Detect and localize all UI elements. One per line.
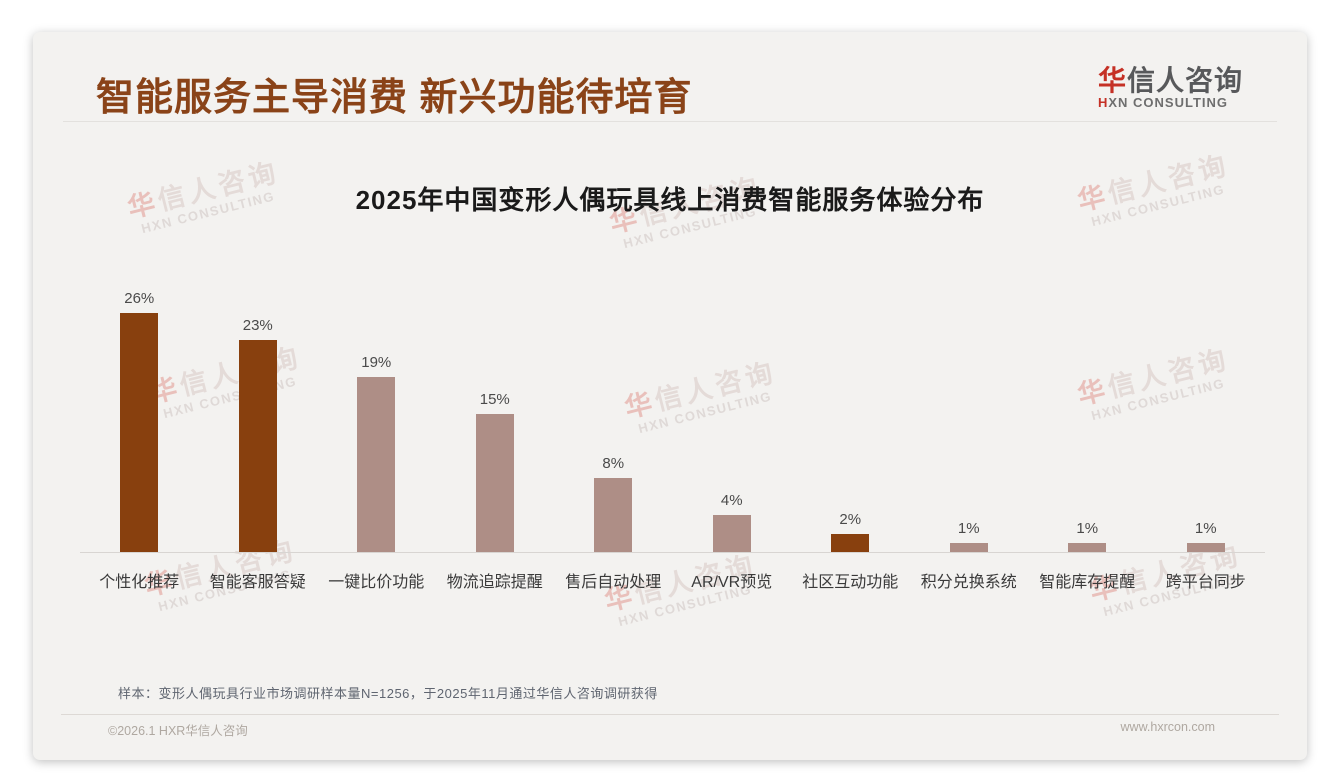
bar bbox=[357, 377, 396, 552]
website-url: www.hxrcon.com bbox=[1120, 720, 1215, 734]
bar bbox=[238, 340, 277, 552]
logo-english-text: HXN CONSULTING bbox=[1098, 96, 1243, 110]
sample-note: 样本：变形人偶玩具行业市场调研样本量N=1256，于2025年11月通过华信人咨… bbox=[118, 686, 658, 701]
footer: ©2026.1 HXR华信人咨询 www.hxrcon.com bbox=[108, 720, 1215, 739]
logo-red-char: 华 bbox=[1097, 65, 1127, 96]
bar-value-label: 8% bbox=[602, 455, 625, 472]
bar-value-label: 4% bbox=[720, 492, 743, 509]
chart-title: 2025年中国变形人偶玩具线上消费智能服务体验分布 bbox=[355, 185, 985, 215]
bar bbox=[120, 313, 159, 552]
bar-group: 1% bbox=[910, 520, 1029, 552]
category-axis: 个性化推荐 智能客服答疑 一键比价功能 物流追踪提醒 售后自动处理 AR/VR预览 社区互动… bbox=[80, 568, 1265, 592]
copyright: ©2026.1 HXR华信人咨询 bbox=[108, 724, 248, 738]
bar-group: 2% bbox=[791, 511, 910, 552]
category-label: 积分兑换系统 bbox=[920, 574, 1017, 591]
bar-group: 19% bbox=[317, 354, 436, 552]
category-label: 社区互动功能 bbox=[802, 574, 899, 591]
category-label: AR/VR预览 bbox=[691, 574, 773, 591]
logo-gray-chars: 信人咨询 bbox=[1126, 65, 1243, 96]
category-label: 物流追踪提醒 bbox=[446, 574, 543, 591]
bar bbox=[1186, 543, 1225, 552]
bar-group: 8% bbox=[554, 455, 673, 552]
bar-value-label: 15% bbox=[479, 391, 510, 408]
bar bbox=[594, 478, 633, 552]
bar-group: 23% bbox=[199, 317, 318, 552]
bar-group: 4% bbox=[673, 492, 792, 552]
slide-card: 华信人咨询 HXN CONSULTING 华信人咨询 HXN CONSULTING 华信… bbox=[33, 32, 1307, 760]
company-logo: 华信人咨询 HXN CONSULTING bbox=[1098, 66, 1243, 110]
bar-value-label: 19% bbox=[361, 354, 392, 371]
bar-value-label: 1% bbox=[1076, 520, 1099, 537]
category-label: 智能库存提醒 bbox=[1039, 574, 1136, 591]
category-label: 智能客服答疑 bbox=[209, 574, 306, 591]
bar-group: 15% bbox=[436, 391, 555, 552]
bar bbox=[949, 543, 988, 552]
logo-red-letter: H bbox=[1097, 95, 1109, 111]
bar bbox=[475, 414, 514, 552]
logo-gray-letters: XN CONSULTING bbox=[1108, 95, 1229, 111]
category-label: 个性化推荐 bbox=[99, 574, 180, 591]
bar bbox=[1068, 543, 1107, 552]
footer-divider bbox=[61, 714, 1279, 715]
logo-chinese-text: 华信人咨询 bbox=[1098, 66, 1243, 95]
bar-group: 26% bbox=[80, 290, 199, 552]
bar-value-label: 26% bbox=[124, 290, 155, 307]
header-divider bbox=[63, 121, 1277, 122]
category-label: 售后自动处理 bbox=[565, 574, 662, 591]
bar-group: 1% bbox=[1147, 520, 1266, 552]
bar-chart: 26% 23% 19% 15% 8% 4% 2% 1% 1% 1% bbox=[80, 263, 1265, 553]
bar bbox=[831, 534, 870, 552]
category-label: 跨平台同步 bbox=[1165, 574, 1246, 591]
bar-value-label: 23% bbox=[242, 317, 273, 334]
page-title: 智能服务主导消费 新兴功能待培育 bbox=[96, 77, 693, 119]
bar-value-label: 1% bbox=[957, 520, 980, 537]
bar-group: 1% bbox=[1028, 520, 1147, 552]
bar bbox=[712, 515, 751, 552]
bar-value-label: 1% bbox=[1194, 520, 1217, 537]
bar-value-label: 2% bbox=[839, 511, 862, 528]
category-label: 一键比价功能 bbox=[328, 574, 425, 591]
